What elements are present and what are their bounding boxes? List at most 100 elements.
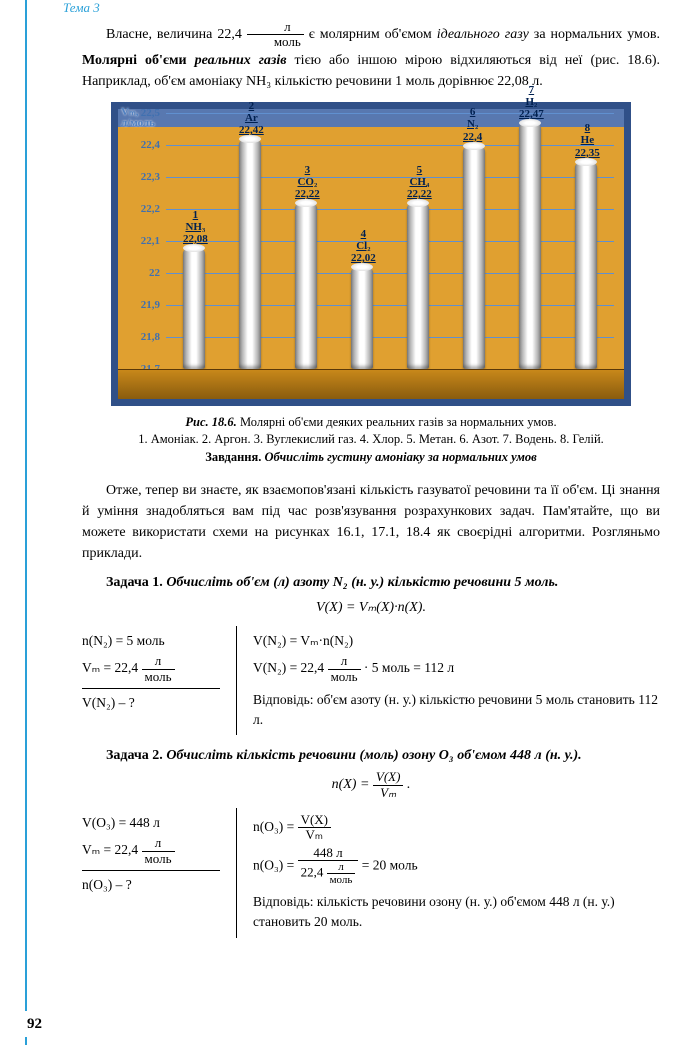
bar: 7H₂22,47 <box>519 122 541 368</box>
frac-den: моль <box>142 852 175 866</box>
divider <box>82 688 220 689</box>
divider <box>82 870 220 871</box>
work-line: n(O₃) = V(X)Vₘ <box>253 813 660 843</box>
task-2-formula: n(X) = V(X)Vₘ . <box>82 770 660 800</box>
given-line: n(O₃) – ? <box>82 875 220 895</box>
bar-label: 8He22,35 <box>575 122 600 158</box>
bar-slot: 1NH₃22,08 <box>166 247 222 369</box>
frac-den: моль <box>327 874 356 886</box>
molar-volume-chart: Vₘ, л/моль 22,522,422,322,222,12221,921,… <box>118 109 624 399</box>
figure-caption: Рис. 18.6. Молярні об'єми деяких реальни… <box>112 414 630 467</box>
text: · 5 моль = 112 л <box>361 660 455 675</box>
task-1-title: Задача 1. Обчисліть об'єм (л) азоту N₂ (… <box>82 572 660 593</box>
bar-slot: 6N₂22,4 <box>446 145 502 369</box>
label: Задача 1. <box>106 575 166 590</box>
chart-frame: Vₘ, л/моль 22,522,422,322,222,12221,921,… <box>111 102 631 406</box>
bar-slot: 5CH₄22,22 <box>390 202 446 368</box>
text: 1. Амоніак. 2. Аргон. 3. Вуглекислий газ… <box>138 432 604 446</box>
topic-label: Тема 3 <box>57 0 106 18</box>
y-tick-label: 22 <box>118 264 164 281</box>
frac-den: Vₘ <box>373 786 404 800</box>
text: Обчисліть об'єм (л) азоту N₂ (н. у.) кіл… <box>166 575 558 590</box>
text: є молярним об'ємом <box>304 27 437 42</box>
frac-num: V(X) <box>373 770 404 785</box>
label: Задача 2. <box>106 748 166 763</box>
bar: 8He22,35 <box>575 161 597 369</box>
text: n(O₃) = <box>253 857 298 872</box>
bar-label: 5CH₄22,22 <box>407 164 432 200</box>
frac-num: л <box>247 20 304 35</box>
term: ідеального газу <box>437 27 529 42</box>
frac-den: моль <box>142 670 175 684</box>
bar-label: 4Cl₂22,02 <box>351 228 376 264</box>
bar-slot: 7H₂22,47 <box>502 122 558 368</box>
term: реальних газів <box>195 53 287 68</box>
y-tick-label: 22,5 <box>118 104 164 121</box>
fraction: лмоль <box>142 654 175 684</box>
frac-num: V(X) <box>298 813 331 828</box>
paragraph-2: Отже, тепер ви знаєте, як взаємопов'язан… <box>82 480 660 564</box>
frac-num: 448 л <box>298 846 359 861</box>
frac-num: л <box>142 836 175 851</box>
work-line: V(N₂) = Vₘ·n(N₂) <box>253 631 660 651</box>
given-line: V(N₂) – ? <box>82 693 220 713</box>
frac-den: моль <box>247 35 304 49</box>
work-line: V(N₂) = 22,4 лмоль · 5 моль = 112 л <box>253 654 660 684</box>
bar-label: 1NH₃22,08 <box>183 209 208 245</box>
fraction: лмоль <box>328 654 361 684</box>
y-tick-label: 22,4 <box>118 136 164 153</box>
bar-slot: 4Cl₂22,02 <box>334 266 390 368</box>
work-block: n(O₃) = V(X)Vₘ n(O₃) = 448 л22,4 лмоль =… <box>237 808 660 938</box>
text: Vₘ = 22,4 <box>82 842 142 857</box>
answer: Відповідь: об'єм азоту (н. у.) кількістю… <box>253 690 660 731</box>
bar-label: 3CO₂22,22 <box>295 164 320 200</box>
text: Vₘ = 22,4 <box>82 660 142 675</box>
page-number: 92 <box>23 1011 46 1038</box>
frac-num: л <box>327 861 356 874</box>
fraction: лмоль <box>247 20 304 50</box>
text: n(X) = <box>332 777 373 792</box>
given-block: n(N₂) = 5 моль Vₘ = 22,4 лмоль V(N₂) – ? <box>82 626 237 735</box>
page: Тема 3 Власне, величина 22,4 лмоль є мол… <box>25 0 700 1045</box>
work-block: V(N₂) = Vₘ·n(N₂) V(N₂) = 22,4 лмоль · 5 … <box>237 626 660 735</box>
given-block: V(O₃) = 448 л Vₘ = 22,4 лмоль n(O₃) – ? <box>82 808 237 938</box>
frac-num: л <box>142 654 175 669</box>
bar: 6N₂22,4 <box>463 145 485 369</box>
frac-den: моль <box>328 670 361 684</box>
bar-slot: 3CO₂22,22 <box>278 202 334 368</box>
paragraph-1: Власне, величина 22,4 лмоль є молярним о… <box>82 20 660 92</box>
fig-label: Рис. 18.6. <box>185 415 236 429</box>
frac-den: Vₘ <box>298 828 331 842</box>
bar-slot: 8He22,35 <box>558 161 614 369</box>
task-1-formula: V(X) = Vₘ(X)·n(X). <box>82 597 660 618</box>
y-tick-label: 22,3 <box>118 168 164 185</box>
text: V(N₂) = 22,4 <box>253 660 328 675</box>
bar: 5CH₄22,22 <box>407 202 429 368</box>
text: n(O₃) = <box>253 819 298 834</box>
text: = 20 моль <box>358 857 417 872</box>
given-line: Vₘ = 22,4 лмоль <box>82 654 220 684</box>
fraction: 448 л22,4 лмоль <box>298 846 359 886</box>
text: 22,4 <box>301 865 327 880</box>
task-text: Обчисліть густину амоніаку за нормальних… <box>261 450 536 464</box>
text: Обчисліть кількість речовини (моль) озон… <box>166 748 581 763</box>
bars-container: 1NH₃22,082Ar22,423CO₂22,224Cl₂22,025CH₄2… <box>166 113 614 369</box>
bar: 3CO₂22,22 <box>295 202 317 368</box>
chart-floor <box>118 369 624 399</box>
text: за нормальних умов. <box>529 27 660 42</box>
frac-den: 22,4 лмоль <box>298 861 359 886</box>
fraction: лмоль <box>142 836 175 866</box>
given-line: V(O₃) = 448 л <box>82 813 220 833</box>
y-tick-label: 22,1 <box>118 232 164 249</box>
bar-label: 7H₂22,47 <box>519 84 544 120</box>
bold: Молярні об'єми <box>82 53 195 68</box>
task-2-title: Задача 2. Обчисліть кількість речовини (… <box>82 745 660 766</box>
work-line: n(O₃) = 448 л22,4 лмоль = 20 моль <box>253 846 660 886</box>
bar-label: 6N₂22,4 <box>463 106 482 142</box>
task-2-solution: V(O₃) = 448 л Vₘ = 22,4 лмоль n(O₃) – ? … <box>82 808 660 938</box>
given-line: Vₘ = 22,4 лмоль <box>82 836 220 866</box>
fraction: лмоль <box>327 861 356 886</box>
task-label: Завдання. <box>205 450 261 464</box>
y-tick-label: 21,8 <box>118 328 164 345</box>
y-tick-label: 22,2 <box>118 200 164 217</box>
